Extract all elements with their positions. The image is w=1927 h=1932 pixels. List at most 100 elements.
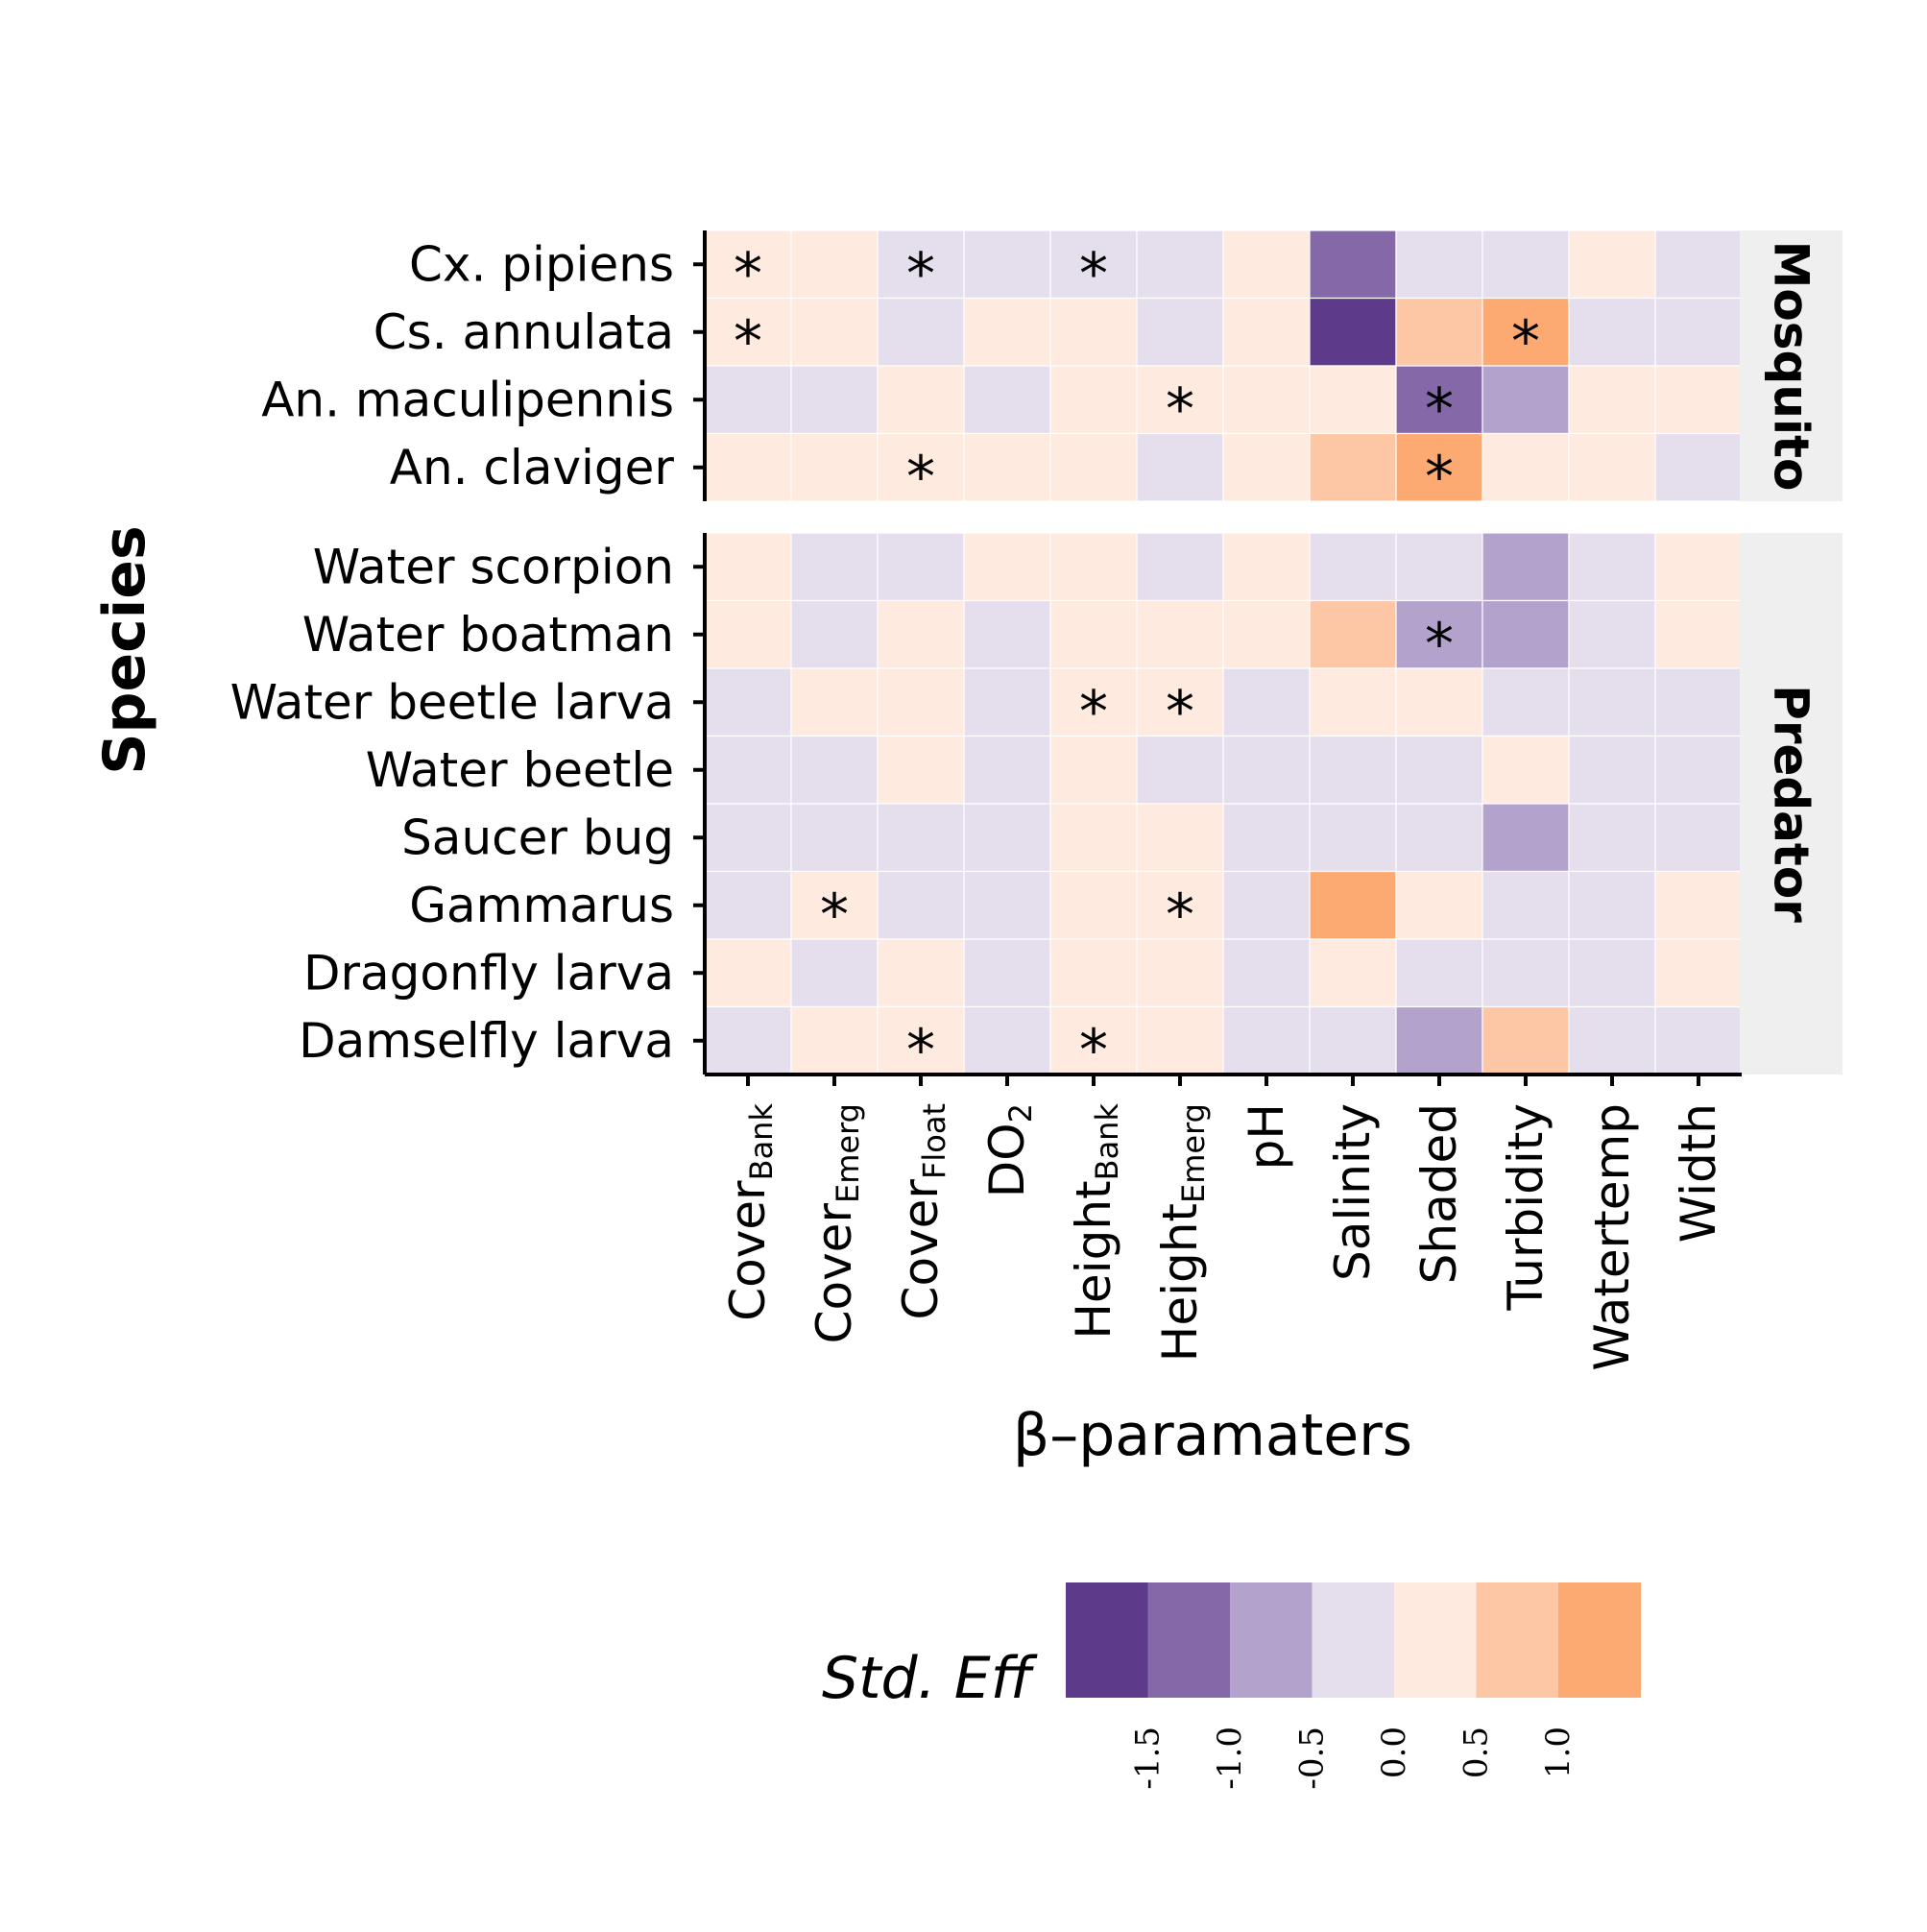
heatmap-cell xyxy=(1222,532,1311,602)
heatmap-cell xyxy=(704,735,792,805)
facet-strips: Mosquito Predator xyxy=(1740,230,1843,1075)
heatmap-cell xyxy=(1481,1005,1570,1075)
significance-star: * xyxy=(1166,375,1194,443)
heatmap-cell xyxy=(1222,803,1311,873)
heatmap-cell xyxy=(1222,229,1311,300)
significance-star: * xyxy=(906,240,935,307)
heatmap-cell xyxy=(963,938,1051,1008)
heatmap-cell xyxy=(877,532,965,602)
heatmap-cell xyxy=(1309,1005,1397,1075)
heatmap-cell xyxy=(1222,938,1311,1008)
heatmap-cell xyxy=(704,1005,792,1075)
heatmap-cell xyxy=(704,667,792,737)
heatmap-cell xyxy=(1654,803,1743,873)
y-tick-label: Saucer bug xyxy=(401,809,674,865)
heatmap-cell xyxy=(877,297,965,367)
legend-swatch xyxy=(1312,1582,1395,1698)
heatmap-cell xyxy=(1049,532,1138,602)
heatmap-cell xyxy=(1481,229,1570,300)
y-tick-label: Water beetle xyxy=(366,742,674,798)
heatmap-cell xyxy=(1136,297,1224,367)
heatmap-cell xyxy=(790,229,879,300)
heatmap-cell xyxy=(1309,229,1397,300)
heatmap-cell xyxy=(963,365,1051,435)
heatmap-cell xyxy=(1309,432,1397,502)
significance-star: * xyxy=(1166,881,1194,949)
heatmap-cell xyxy=(963,735,1051,805)
heatmap-cell xyxy=(1049,938,1138,1008)
heatmap-cell xyxy=(1654,365,1743,435)
y-tick-label: Gammarus xyxy=(409,878,674,933)
heatmap-cell xyxy=(1395,803,1483,873)
heatmap-cells xyxy=(704,229,1743,1075)
significance-star: * xyxy=(1425,611,1454,678)
facet-strip-predator xyxy=(1740,533,1843,1075)
heatmap-cell xyxy=(790,667,879,737)
color-legend: Std. Eff -1.5 -1.0 -0.5 0.0 0.5 1.0 xyxy=(822,1582,1641,1790)
heatmap-cell xyxy=(1481,599,1570,669)
heatmap-cell xyxy=(1395,229,1483,300)
legend-tick-label: -0.5 xyxy=(1293,1727,1332,1790)
legend-tick-label: -1.5 xyxy=(1129,1727,1168,1790)
heatmap-cell xyxy=(1395,735,1483,805)
x-tick-label: HeightBank xyxy=(1066,1103,1125,1340)
heatmap-cell xyxy=(1136,599,1224,669)
heatmap-cell xyxy=(877,803,965,873)
heatmap-cell xyxy=(1136,365,1224,435)
y-tick-label: Water scorpion xyxy=(313,539,674,594)
significance-star: * xyxy=(734,240,762,307)
heatmap-cell xyxy=(1654,432,1743,502)
heatmap-cell xyxy=(1654,1005,1743,1075)
y-tick-label: Dragonfly larva xyxy=(303,945,674,1001)
heatmap-cell xyxy=(1395,532,1483,602)
legend-swatch xyxy=(1394,1582,1477,1698)
facet-label-mosquito: Mosquito xyxy=(1764,241,1819,492)
heatmap-cell xyxy=(877,938,965,1008)
heatmap-cell xyxy=(1395,667,1483,737)
heatmap-cell xyxy=(1222,735,1311,805)
heatmap-cell xyxy=(1481,532,1570,602)
y-tick-label: Cx. pipiens xyxy=(409,236,674,292)
heatmap-cell xyxy=(704,297,792,367)
heatmap-cell xyxy=(704,870,792,940)
heatmap-cell xyxy=(1395,432,1483,502)
legend-tick-label: 1.0 xyxy=(1539,1727,1578,1778)
heatmap-cell xyxy=(1481,938,1570,1008)
heatmap-cell xyxy=(1049,803,1138,873)
heatmap-cell xyxy=(1136,870,1224,940)
heatmap-cell xyxy=(1222,599,1311,669)
heatmap-cell xyxy=(1481,365,1570,435)
heatmap-cell xyxy=(1654,599,1743,669)
heatmap-cell xyxy=(877,229,965,300)
y-tick-label: Cs. annulata xyxy=(373,304,674,360)
heatmap-cell xyxy=(963,1005,1051,1075)
heatmap-cell xyxy=(1309,938,1397,1008)
axes xyxy=(693,230,1742,1086)
heatmap-cell xyxy=(1049,365,1138,435)
heatmap-cell xyxy=(877,735,965,805)
heatmap-cell xyxy=(790,735,879,805)
x-tick-label: HeightEmerg xyxy=(1152,1103,1212,1362)
legend-swatch xyxy=(1066,1582,1148,1698)
heatmap-cell xyxy=(790,1005,879,1075)
heatmap-cell xyxy=(790,938,879,1008)
heatmap-cell xyxy=(704,229,792,300)
heatmap-cell xyxy=(1568,297,1656,367)
heatmap-cell xyxy=(1136,229,1224,300)
x-tick-label: Salinity xyxy=(1325,1103,1381,1281)
heatmap-cell xyxy=(790,803,879,873)
significance-star: * xyxy=(1079,678,1108,745)
heatmap-cell xyxy=(1309,297,1397,367)
y-tick-label: Water beetle larva xyxy=(230,674,674,730)
significance-star: * xyxy=(1511,308,1540,375)
heatmap-cell xyxy=(963,297,1051,367)
heatmap-cell xyxy=(963,803,1051,873)
heatmap-cell xyxy=(877,870,965,940)
heatmap-cell xyxy=(1049,1005,1138,1075)
heatmap-cell xyxy=(1568,1005,1656,1075)
heatmap-cell xyxy=(790,599,879,669)
heatmap-cell xyxy=(1049,735,1138,805)
heatmap-cell xyxy=(1654,532,1743,602)
heatmap-cell xyxy=(1481,803,1570,873)
heatmap-cell xyxy=(1568,432,1656,502)
